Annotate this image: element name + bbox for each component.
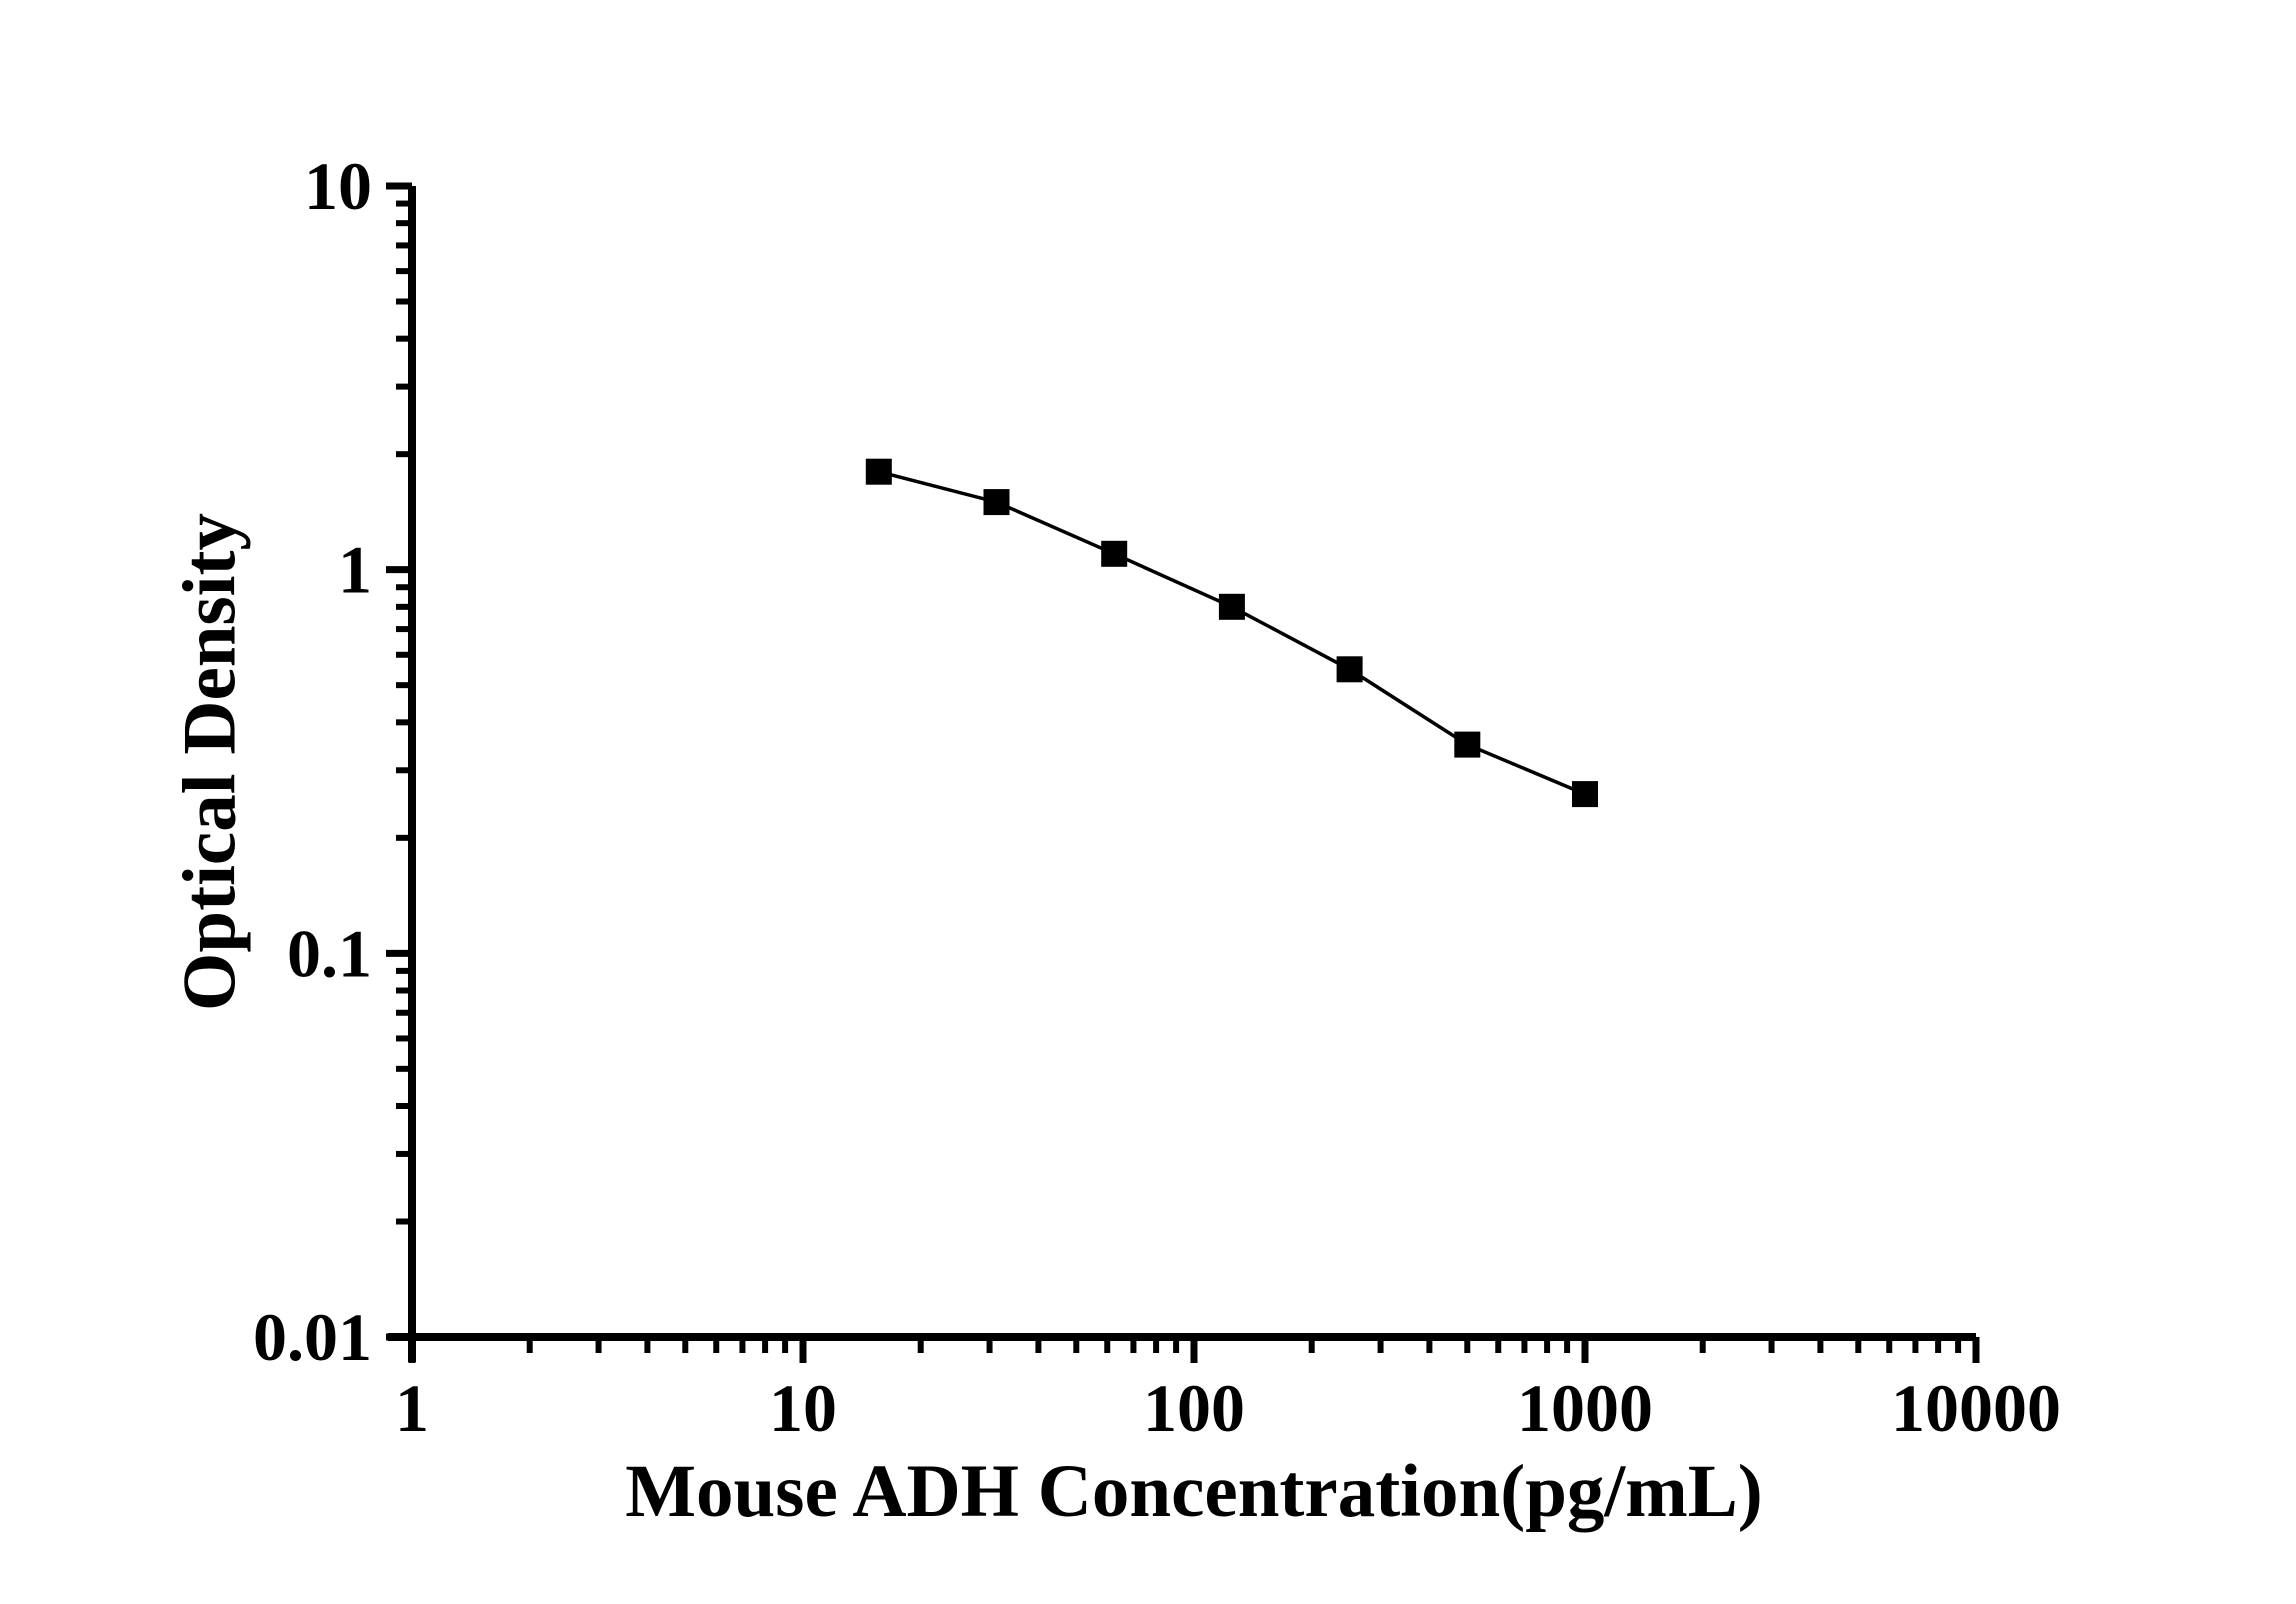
tick-labels: 1 10 100 1000 10000 10 1 0.1 0.01 xyxy=(253,148,2061,1446)
y-tick-label: 0.1 xyxy=(287,915,372,991)
data-point-marker xyxy=(1218,593,1245,620)
x-tick-label: 10 xyxy=(769,1370,837,1446)
x-tick-label: 1 xyxy=(395,1370,429,1446)
data-point-marker xyxy=(1572,781,1598,808)
data-point-marker xyxy=(1101,540,1128,567)
x-axis-title: Mouse ADH Concentration(pg/mL) xyxy=(625,1450,1762,1533)
x-tick-label: 100 xyxy=(1143,1370,1245,1446)
data-point-marker xyxy=(865,458,892,485)
data-series xyxy=(865,458,1598,808)
y-tick-label: 10 xyxy=(304,148,372,224)
axis-ticks xyxy=(386,182,1980,1363)
y-axis-title: Optical Density xyxy=(168,513,251,1011)
x-tick-label: 10000 xyxy=(1891,1370,2061,1446)
x-tick-label: 1000 xyxy=(1517,1370,1653,1446)
axes xyxy=(388,186,1976,1362)
data-point-marker xyxy=(983,489,1010,516)
data-point-marker xyxy=(1454,731,1481,758)
data-point-marker xyxy=(1336,656,1363,683)
y-tick-label: 0.01 xyxy=(253,1299,372,1375)
y-tick-label: 1 xyxy=(338,532,372,608)
